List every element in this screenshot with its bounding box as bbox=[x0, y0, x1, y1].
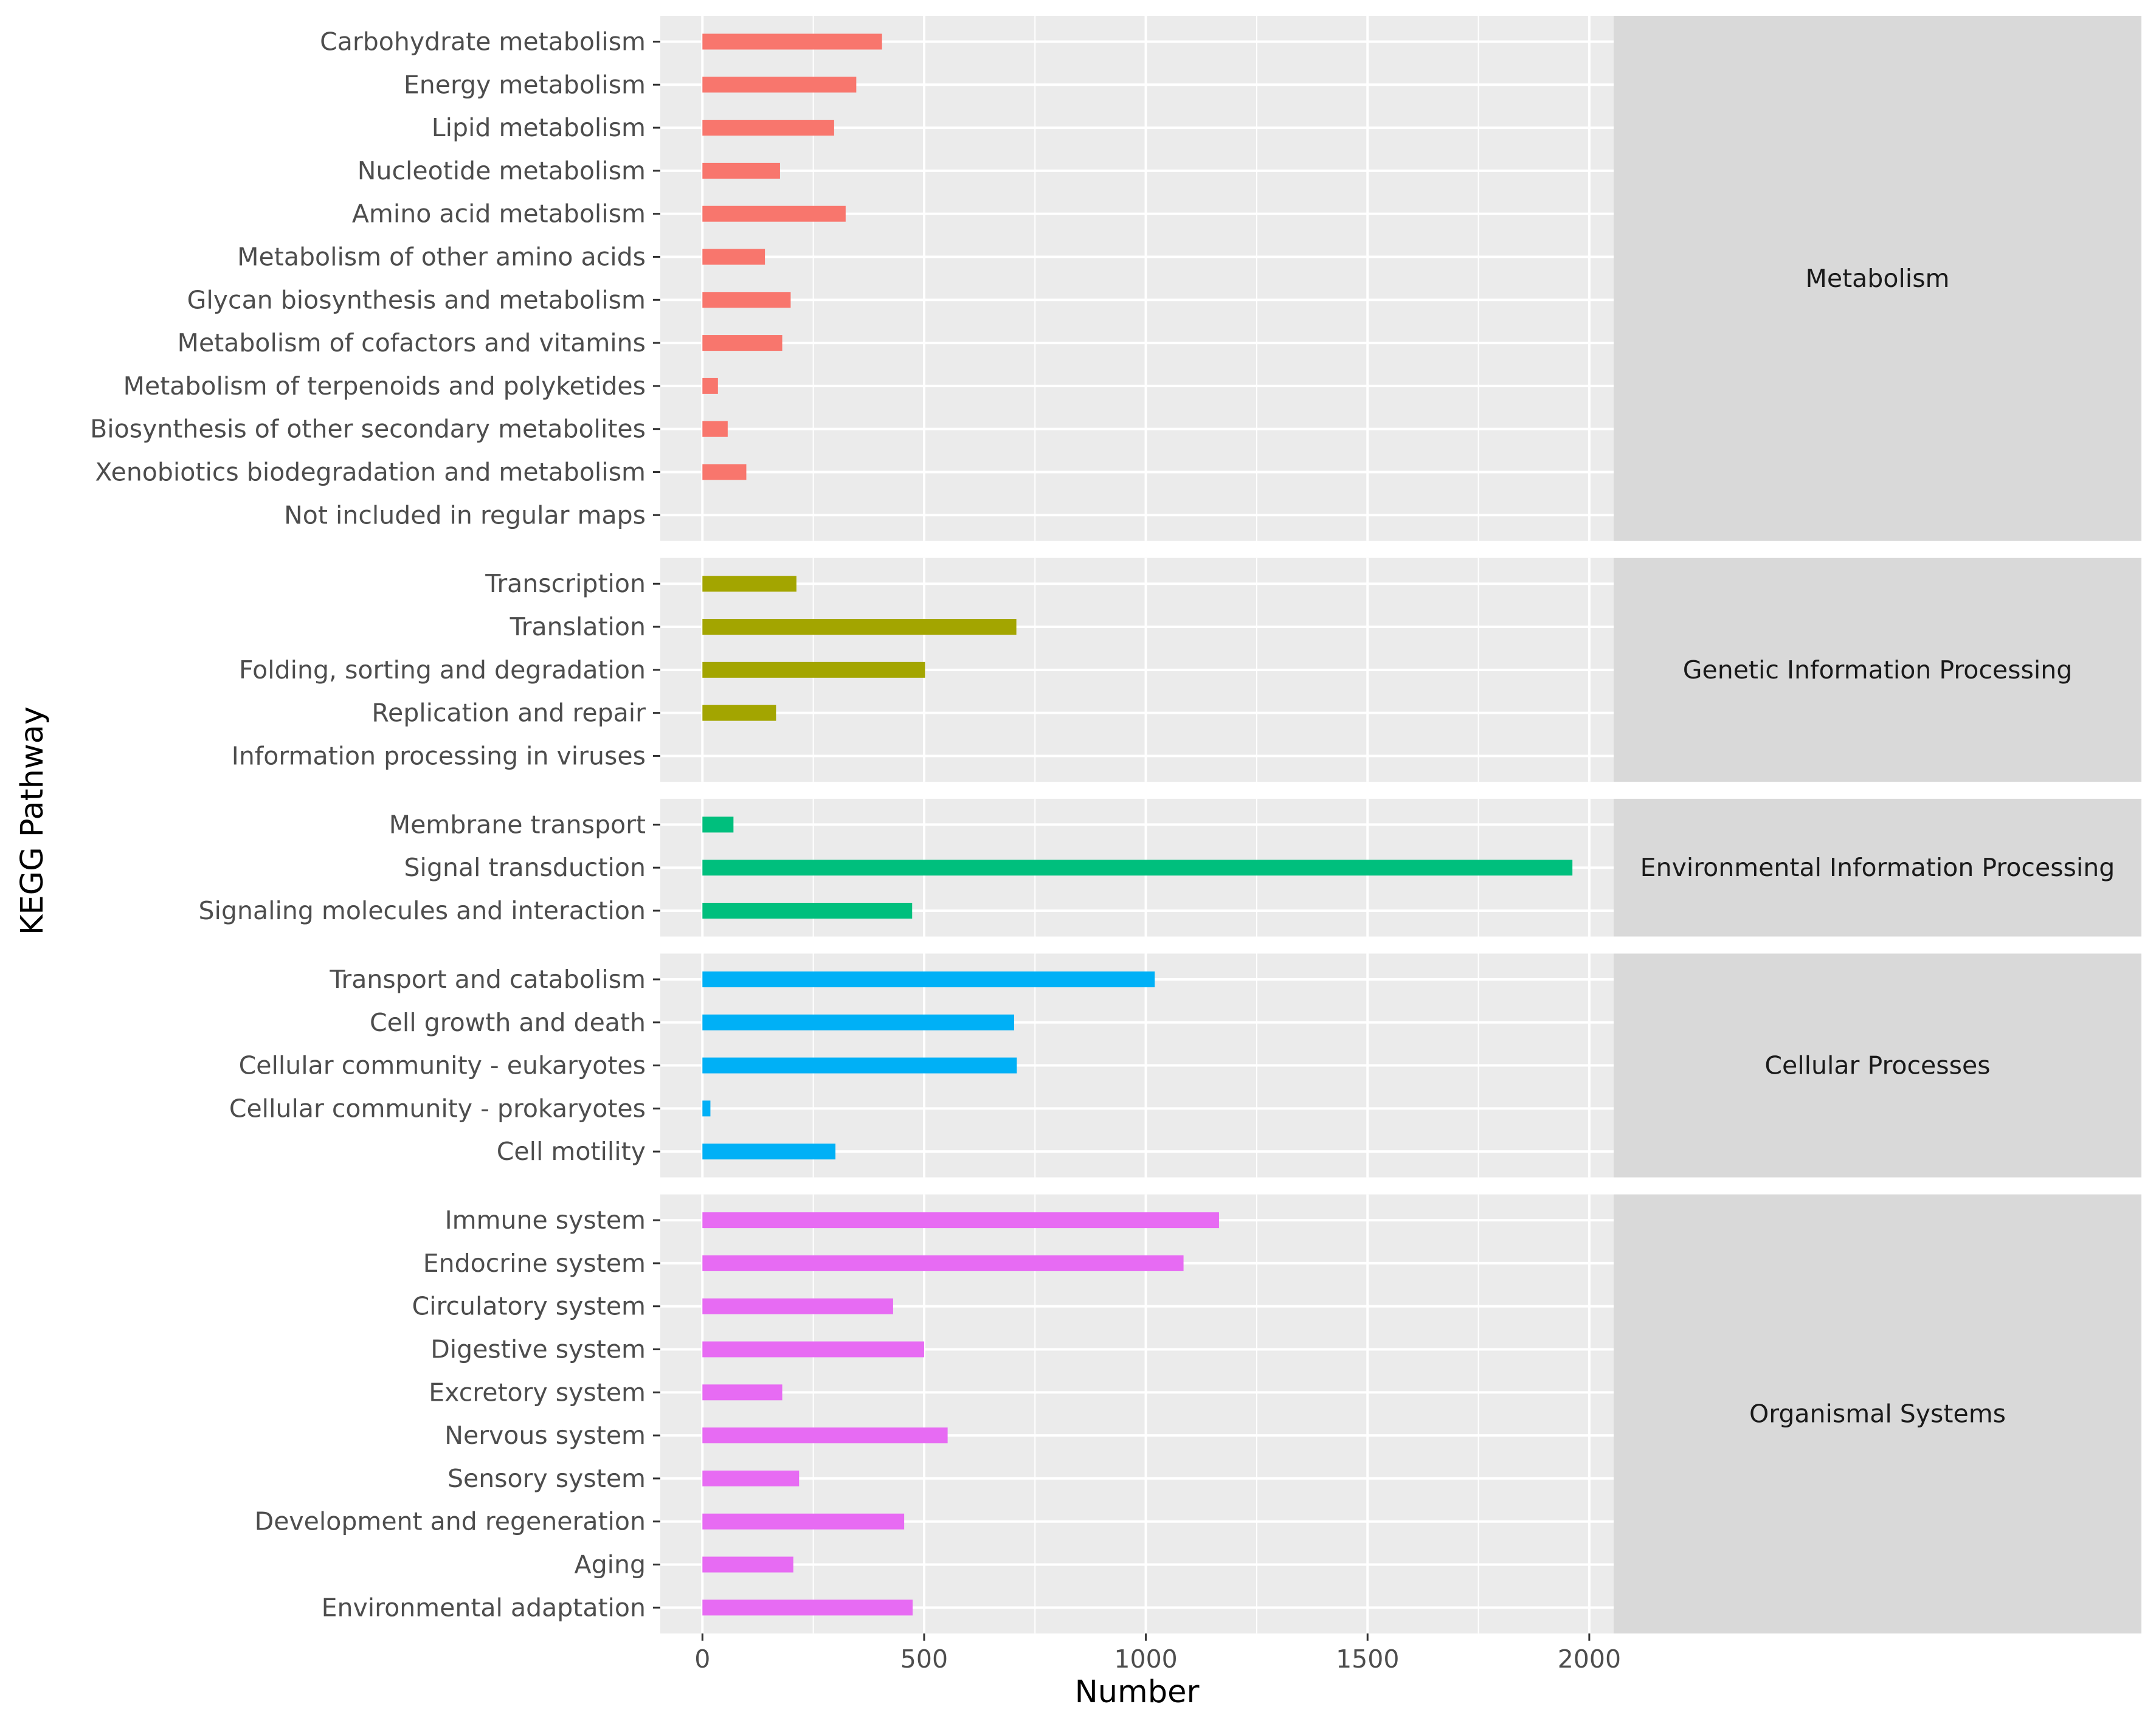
y-tick-label: Sensory system bbox=[447, 1464, 646, 1493]
bar bbox=[702, 421, 728, 437]
y-tick-label: Immune system bbox=[445, 1206, 646, 1235]
y-tick-label: Digestive system bbox=[430, 1335, 646, 1364]
x-tick-label: 1000 bbox=[1114, 1644, 1177, 1674]
bar bbox=[702, 705, 776, 721]
y-tick-label: Biosynthesis of other secondary metaboli… bbox=[90, 415, 646, 444]
y-tick-label: Circulatory system bbox=[412, 1292, 646, 1321]
y-tick-label: Signaling molecules and interaction bbox=[199, 896, 646, 925]
y-tick-label: Metabolism of cofactors and vitamins bbox=[178, 328, 646, 357]
facet-strip bbox=[1614, 557, 2141, 782]
bar bbox=[702, 335, 783, 351]
facet-panels bbox=[660, 16, 1614, 1634]
x-axis-title: Number bbox=[1075, 1674, 1200, 1710]
y-tick-label: Endocrine system bbox=[423, 1249, 646, 1278]
bar bbox=[702, 1556, 793, 1573]
y-tick-label: Signal transduction bbox=[404, 853, 646, 882]
bar bbox=[702, 1427, 948, 1444]
y-tick-label: Nervous system bbox=[444, 1421, 646, 1450]
bar bbox=[702, 464, 747, 480]
bar bbox=[702, 205, 846, 222]
facet-strip bbox=[1614, 16, 2141, 541]
y-axis-title: KEGG Pathway bbox=[15, 706, 50, 935]
bar bbox=[702, 1144, 836, 1160]
bar bbox=[702, 162, 780, 179]
y-tick-label: Xenobiotics biodegradation and metabolis… bbox=[95, 457, 646, 486]
bar bbox=[702, 1212, 1219, 1229]
y-tick-label: Cellular community - eukaryotes bbox=[239, 1051, 646, 1080]
bar bbox=[702, 1384, 783, 1401]
y-axis: Carbohydrate metabolism Energy metabolism… bbox=[90, 27, 660, 1622]
bar bbox=[702, 1100, 711, 1117]
y-tick-label: Metabolism of terpenoids and polyketides bbox=[123, 371, 646, 401]
y-tick-label: Cellular community - prokaryotes bbox=[229, 1094, 646, 1123]
y-tick-label: Environmental adaptation bbox=[322, 1593, 646, 1622]
bar bbox=[702, 33, 882, 50]
facet-label: Cellular Processes bbox=[1764, 1051, 1990, 1080]
bar bbox=[702, 1014, 1014, 1030]
y-tick-label: Translation bbox=[510, 612, 646, 641]
bar bbox=[702, 619, 1017, 635]
y-tick-label: Nucleotide metabolism bbox=[358, 156, 646, 185]
facet-strip bbox=[1614, 953, 2141, 1178]
y-tick-label: Amino acid metabolism bbox=[352, 199, 646, 229]
y-tick-label: Folding, sorting and degradation bbox=[239, 655, 646, 685]
y-tick-label: Information processing in viruses bbox=[232, 741, 646, 770]
y-tick-label: Energy metabolism bbox=[404, 70, 646, 99]
x-tick-label: 2000 bbox=[1558, 1644, 1621, 1674]
y-tick-label: Transcription bbox=[485, 569, 646, 598]
bar bbox=[702, 77, 857, 93]
facet-label: Genetic Information Processing bbox=[1683, 655, 2073, 685]
y-tick-label: Metabolism of other amino acids bbox=[237, 242, 646, 271]
y-tick-label: Aging bbox=[575, 1550, 646, 1579]
y-tick-label: Replication and repair bbox=[371, 699, 646, 728]
bar bbox=[702, 120, 834, 136]
y-tick-label: Cell growth and death bbox=[370, 1008, 646, 1037]
y-tick-label: Transport and catabolism bbox=[329, 965, 646, 994]
bar bbox=[702, 1470, 800, 1486]
bar bbox=[702, 1255, 1184, 1271]
y-tick-label: Not included in regular maps bbox=[284, 500, 646, 530]
y-tick-label: Lipid metabolism bbox=[432, 113, 646, 142]
y-tick-label: Carbohydrate metabolism bbox=[320, 27, 646, 56]
bar bbox=[702, 576, 796, 592]
bar bbox=[702, 249, 765, 265]
x-tick-label: 500 bbox=[900, 1644, 948, 1674]
bar bbox=[702, 378, 718, 394]
facet-label: Organismal Systems bbox=[1749, 1399, 2006, 1429]
y-tick-label: Development and regeneration bbox=[255, 1507, 646, 1536]
y-tick-label: Glycan biosynthesis and metabolism bbox=[187, 285, 646, 314]
facet-strips: Metabolism Genetic Information Processing… bbox=[1614, 16, 2141, 1634]
y-tick-label: Cell motility bbox=[497, 1137, 646, 1166]
x-axis: 0 500 1000 1500 2000 bbox=[694, 1633, 1621, 1674]
x-tick-label: 1500 bbox=[1336, 1644, 1399, 1674]
facet-label: Metabolism bbox=[1806, 264, 1950, 293]
bars bbox=[702, 33, 1573, 1616]
y-tick-label: Excretory system bbox=[429, 1378, 646, 1407]
bar bbox=[702, 860, 1573, 876]
facet-label: Environmental Information Processing bbox=[1640, 853, 2115, 882]
facet-strip bbox=[1614, 1194, 2141, 1634]
y-tick-label: Membrane transport bbox=[389, 810, 646, 839]
bar bbox=[702, 1599, 913, 1616]
bar bbox=[702, 903, 913, 919]
bar bbox=[702, 816, 734, 833]
panel-background bbox=[660, 16, 1614, 541]
bar bbox=[702, 1298, 893, 1314]
facet-strip bbox=[1614, 798, 2141, 937]
bar bbox=[702, 1057, 1017, 1074]
x-tick-label: 0 bbox=[694, 1644, 710, 1674]
bar bbox=[702, 292, 791, 308]
bar bbox=[702, 971, 1155, 987]
bar bbox=[702, 1513, 905, 1530]
bar bbox=[702, 661, 925, 678]
bar bbox=[702, 1341, 924, 1358]
